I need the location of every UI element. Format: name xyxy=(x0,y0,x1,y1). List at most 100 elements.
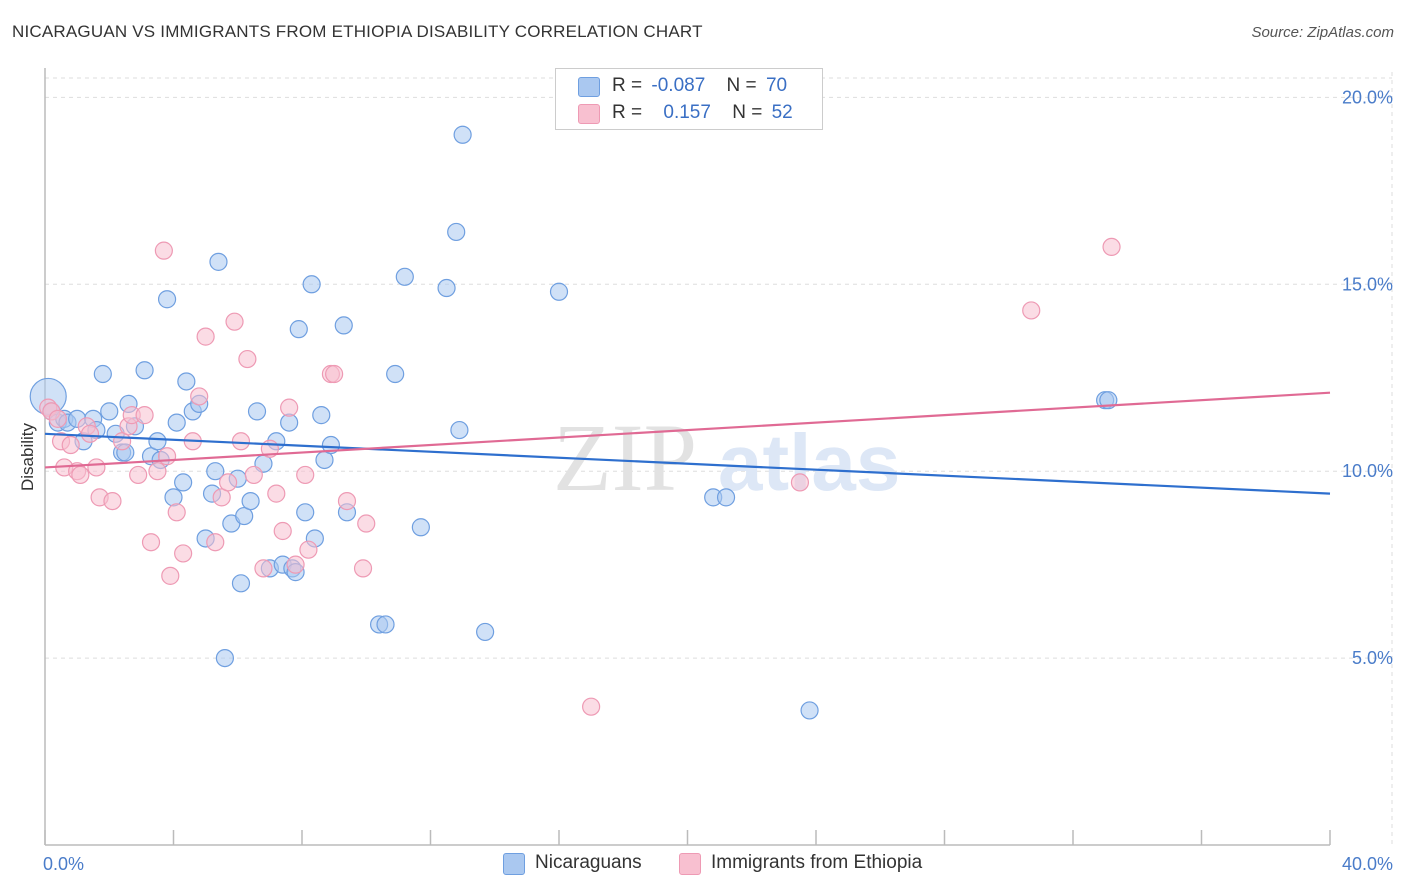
legend-label: Nicaraguans xyxy=(535,852,642,873)
ethiopia-point xyxy=(244,465,263,485)
ethiopia-point xyxy=(231,432,251,451)
ethiopia-point xyxy=(357,514,376,533)
x-tick-label: 40.0% xyxy=(1342,854,1393,874)
nicaraguan-point xyxy=(476,622,495,642)
axes xyxy=(44,68,1331,846)
correlation-legend: R = -0.087 N = 70 R = 0.157 N = 52 xyxy=(555,68,823,130)
ethiopia-point xyxy=(219,473,238,492)
ethiopia-point xyxy=(167,503,186,522)
ethiopia-point xyxy=(135,406,154,425)
ethiopia-point xyxy=(1022,301,1041,320)
r-value: -0.087 xyxy=(651,75,706,96)
ethiopia-point xyxy=(141,533,161,552)
nicaraguan-point xyxy=(148,432,167,451)
ethiopia-point xyxy=(190,387,209,406)
nicaraguan-trend-line xyxy=(44,432,1331,495)
nicaraguan-point xyxy=(93,364,112,384)
nicaraguan-point xyxy=(800,701,819,720)
nicaraguan-point xyxy=(135,361,154,380)
ethiopia-point xyxy=(225,312,244,331)
trend-lines xyxy=(44,391,1331,495)
nicaraguan-point xyxy=(395,267,414,286)
gridlines xyxy=(45,72,1393,845)
nicaraguan-point xyxy=(296,503,315,522)
nicaraguan-point xyxy=(312,406,331,425)
ethiopia-point xyxy=(286,555,305,574)
nicaraguan-point xyxy=(376,615,395,634)
ethiopia-point xyxy=(87,458,106,477)
ethiopia-point xyxy=(80,424,100,443)
y-tick-label: 20.0% xyxy=(1342,87,1393,107)
ethiopia-point xyxy=(325,364,344,384)
source-label: Source: ZipAtlas.com xyxy=(1251,24,1394,41)
ethiopia-point xyxy=(296,465,315,485)
chart-title: NICARAGUAN VS IMMIGRANTS FROM ETHIOPIA D… xyxy=(12,22,703,41)
ethiopia-point xyxy=(129,465,148,485)
nicaraguan-point xyxy=(716,488,736,507)
ethiopia-point xyxy=(154,241,173,260)
ethiopia-point xyxy=(337,491,357,511)
ethiopia-trend-line xyxy=(44,391,1331,469)
nicaraguan-point xyxy=(231,574,251,593)
ethiopia-point xyxy=(299,540,318,559)
ethiopia-point xyxy=(103,491,122,511)
nicaraguan-point xyxy=(174,473,193,492)
ethiopia-point xyxy=(174,544,193,563)
nicaraguan-point xyxy=(321,435,341,455)
ethiopia-point xyxy=(582,697,601,716)
nicaraguan-point xyxy=(235,506,254,526)
nicaraguan-point xyxy=(164,488,183,507)
ethiopia-point xyxy=(273,521,292,541)
nicaraguan-point xyxy=(411,518,430,537)
nicaraguan-point xyxy=(157,290,177,309)
ethiopia-point xyxy=(206,533,225,552)
ethiopia-point xyxy=(1102,237,1121,257)
legend-swatch-blue xyxy=(503,853,525,875)
ethiopia-point xyxy=(71,465,90,485)
nicaraguan-point xyxy=(386,364,405,384)
ethiopia-point xyxy=(238,349,257,369)
nicaraguan-point xyxy=(241,491,260,511)
ethiopia-point xyxy=(267,484,286,503)
nicaraguan-point xyxy=(334,316,353,335)
nicaraguan-point xyxy=(453,125,472,144)
ethiopia-point xyxy=(48,409,67,428)
nicaraguan-point xyxy=(549,282,569,301)
ethiopia-point xyxy=(254,559,273,578)
y-tick-label: 15.0% xyxy=(1342,274,1393,294)
x-tick-label: 0.0% xyxy=(43,854,84,874)
n-value: 52 xyxy=(771,102,793,123)
legend-swatch-pink xyxy=(679,853,701,875)
ethiopia-point xyxy=(212,488,231,507)
n-label: N = xyxy=(732,102,763,123)
ethiopia-point xyxy=(790,473,810,492)
y-tick-label: 5.0% xyxy=(1352,648,1393,668)
tick-labels: 5.0% 10.0% 15.0% 20.0% 0.0% 40.0% xyxy=(43,87,1393,874)
n-value: 70 xyxy=(765,75,788,96)
ethiopia-point xyxy=(161,566,180,585)
nicaraguan-point xyxy=(437,278,456,298)
ethiopia-point xyxy=(148,462,167,481)
r-label: R = xyxy=(612,102,643,123)
r-label: R = xyxy=(612,75,643,96)
data-points xyxy=(29,125,1121,720)
nicaraguan-point xyxy=(450,420,469,440)
nicaraguan-point xyxy=(206,462,225,481)
r-value: 0.157 xyxy=(663,102,711,123)
legend-swatch-blue xyxy=(578,77,600,97)
legend-swatch-pink xyxy=(578,104,600,124)
watermark-atlas: atlas xyxy=(718,418,900,507)
y-axis-label: Disability xyxy=(18,422,37,491)
nicaraguan-point xyxy=(447,222,466,242)
nicaraguan-point xyxy=(209,252,228,271)
y-tick-label: 10.0% xyxy=(1342,461,1393,481)
nicaraguan-point xyxy=(289,320,308,339)
legend-label: Immigrants from Ethiopia xyxy=(711,852,923,873)
ethiopia-point xyxy=(353,559,373,578)
ethiopia-point xyxy=(196,327,215,346)
watermark: ZIP atlas xyxy=(553,404,900,511)
nicaraguan-point xyxy=(247,402,267,421)
nicaraguan-point xyxy=(302,275,321,294)
nicaraguan-point xyxy=(167,413,186,432)
